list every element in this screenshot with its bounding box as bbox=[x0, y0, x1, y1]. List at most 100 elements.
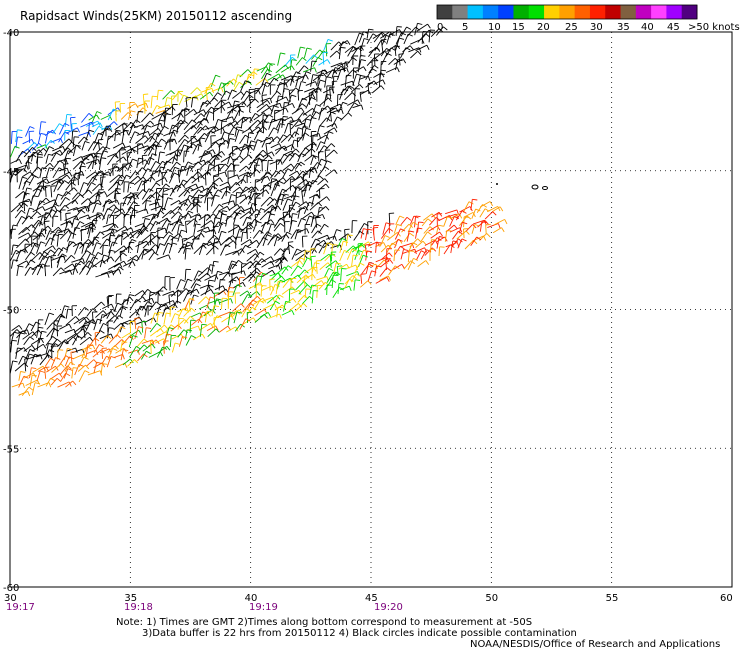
wind-barb bbox=[458, 222, 463, 234]
wind-barb-flag bbox=[346, 67, 349, 73]
wind-barb bbox=[65, 213, 68, 227]
wind-barb-flag bbox=[257, 119, 262, 125]
wind-barb bbox=[323, 242, 328, 255]
wind-barb bbox=[63, 164, 66, 176]
wind-barb-flag bbox=[412, 221, 418, 226]
wind-barb bbox=[158, 183, 167, 193]
wind-barb-flag bbox=[26, 329, 30, 335]
wind-barb-flag bbox=[55, 366, 59, 371]
wind-barb bbox=[268, 63, 271, 74]
wind-barb-flag bbox=[352, 275, 357, 280]
wind-barb-flag bbox=[267, 176, 271, 181]
wind-barb-flag bbox=[155, 301, 161, 306]
wind-barb-flag bbox=[273, 77, 279, 82]
wind-barb-flag bbox=[198, 270, 204, 274]
wind-barb-flag bbox=[391, 242, 397, 246]
wind-barb-flag bbox=[122, 340, 128, 343]
wind-barb bbox=[92, 202, 97, 213]
wind-barb-flag bbox=[49, 167, 55, 170]
wind-barb bbox=[144, 200, 147, 212]
wind-barb-flag bbox=[244, 143, 250, 147]
wind-barb-flag bbox=[280, 169, 285, 174]
wind-barb bbox=[78, 157, 86, 170]
wind-barb-flag bbox=[96, 242, 102, 245]
wind-barb bbox=[267, 73, 280, 81]
wind-barb-flag bbox=[389, 33, 395, 36]
wind-barb bbox=[211, 189, 219, 200]
wind-barb bbox=[218, 311, 231, 317]
wind-barb-flag bbox=[182, 179, 188, 183]
wind-barb-flag bbox=[98, 138, 104, 141]
wind-barb-flag bbox=[87, 238, 93, 244]
wind-barb bbox=[345, 57, 354, 66]
wind-barb bbox=[276, 95, 279, 106]
wind-barb-flag bbox=[60, 255, 66, 258]
wind-barb-flag bbox=[88, 113, 94, 117]
wind-barb bbox=[186, 218, 195, 226]
wind-barb-flag bbox=[326, 196, 331, 201]
wind-barb bbox=[260, 285, 263, 297]
wind-barb bbox=[233, 209, 241, 220]
wind-barb bbox=[129, 171, 136, 180]
wind-barb bbox=[354, 250, 359, 260]
wind-barb bbox=[126, 294, 130, 305]
wind-barb-flag bbox=[280, 52, 286, 55]
wind-barb-flag bbox=[231, 89, 237, 93]
wind-barb bbox=[269, 102, 281, 108]
wind-barb bbox=[457, 238, 463, 249]
wind-barb bbox=[219, 298, 231, 304]
wind-barb bbox=[186, 165, 190, 176]
wind-barb bbox=[255, 175, 268, 183]
wind-barb bbox=[294, 229, 299, 240]
wind-barb-flag bbox=[276, 295, 281, 300]
wind-barb-flag bbox=[412, 242, 418, 246]
wind-barb bbox=[25, 242, 34, 249]
wind-barb bbox=[344, 45, 354, 54]
wind-barb bbox=[218, 163, 226, 172]
wind-barb bbox=[213, 158, 216, 172]
wind-barb bbox=[77, 307, 85, 316]
wind-barb bbox=[72, 335, 79, 346]
wind-barb bbox=[52, 145, 64, 152]
wind-barb bbox=[290, 213, 293, 225]
wind-barb-flag bbox=[254, 98, 259, 103]
wind-barb-flag bbox=[178, 200, 182, 206]
wind-barb bbox=[205, 213, 214, 221]
wind-barb-flag bbox=[266, 136, 272, 140]
wind-barb-flag bbox=[142, 167, 147, 172]
wind-barb bbox=[58, 123, 66, 135]
wind-barb bbox=[430, 231, 440, 239]
wind-barb-flag bbox=[357, 249, 363, 253]
wind-barb-flag bbox=[146, 327, 152, 329]
wind-barb bbox=[163, 312, 167, 325]
wind-barb bbox=[35, 180, 43, 191]
wind-barb bbox=[83, 325, 86, 339]
wind-barb bbox=[357, 59, 362, 73]
legend-label: 40 bbox=[641, 22, 654, 33]
wind-barb-flag bbox=[115, 188, 121, 190]
wind-barb bbox=[297, 90, 300, 101]
wind-barb bbox=[347, 46, 354, 57]
wind-barb-flag bbox=[132, 158, 138, 162]
wind-barb-flag bbox=[235, 181, 241, 187]
wind-barb bbox=[60, 372, 67, 382]
wind-barb-flag bbox=[305, 118, 312, 121]
wind-barb-flag bbox=[81, 160, 86, 165]
wind-barb-flag bbox=[271, 136, 275, 142]
wind-barb bbox=[248, 271, 257, 282]
wind-barb bbox=[137, 159, 146, 165]
wind-barb bbox=[301, 236, 304, 248]
wind-barb bbox=[59, 323, 70, 330]
wind-barb-flag bbox=[328, 131, 334, 134]
wind-barb-flag bbox=[110, 355, 116, 359]
wind-barb bbox=[310, 256, 313, 269]
wind-barb-flag bbox=[83, 182, 89, 185]
wind-barb-flag bbox=[277, 272, 282, 277]
wind-barb bbox=[274, 169, 282, 178]
wind-barb-flag bbox=[291, 59, 297, 61]
wind-barb bbox=[127, 148, 133, 159]
wind-barb bbox=[282, 116, 292, 122]
wind-barb bbox=[88, 228, 92, 239]
wind-barb bbox=[421, 31, 424, 44]
wind-barb-flag bbox=[237, 146, 242, 152]
